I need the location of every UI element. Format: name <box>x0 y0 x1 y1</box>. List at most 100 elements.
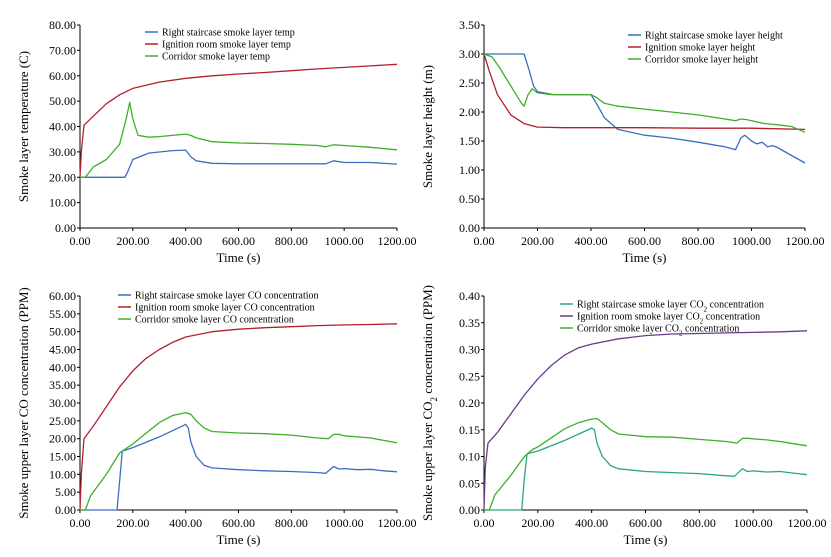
legend-label: Right staircase smoke layer CO2 concentr… <box>577 300 764 314</box>
legend: Right staircase smoke layer CO2 concentr… <box>560 300 764 338</box>
y-tick-label: 45.00 <box>49 343 76 357</box>
x-tick-label: 600.00 <box>628 234 661 248</box>
y-tick-label: 0.15 <box>459 423 480 437</box>
x-tick-label: 800.00 <box>683 516 716 530</box>
x-axis-title: Time (s) <box>623 250 667 265</box>
x-tick-label: 600.00 <box>222 234 255 248</box>
legend-label: Right staircase smoke layer height <box>645 31 783 42</box>
x-tick-label: 1200.00 <box>378 516 417 530</box>
y-tick-label: 1.00 <box>459 163 480 177</box>
legend: Right staircase smoke layer heightIgniti… <box>628 31 783 66</box>
x-tick-label: 200.00 <box>116 516 149 530</box>
chart-2: 0.00 0.50 1.00 1.50 2.00 2.50 3.00 3.50 0.00 200.… <box>420 18 825 265</box>
y-tick-label: 2.00 <box>459 105 480 119</box>
y-tick-label: 50.00 <box>49 94 76 108</box>
y-tick-label: 35.00 <box>49 378 76 392</box>
x-tick-label: 800.00 <box>275 234 308 248</box>
y-axis-title: Smoke upper layer CO concentration (PPM) <box>16 287 31 518</box>
chart-3: 0.00 5.00 10.00 15.00 20.00 25.00 30.00 35.00 40… <box>16 287 417 547</box>
legend-label: Right staircase smoke layer CO concentra… <box>135 291 319 302</box>
legend-label: Ignition room smoke layer temp <box>162 40 291 51</box>
x-tick-label: 600.00 <box>629 516 662 530</box>
x-tick-label: 200.00 <box>521 234 554 248</box>
y-tick-label: 20.00 <box>49 170 76 184</box>
legend-label: Ignition smoke layer height <box>645 43 755 54</box>
x-axis-title: Time (s) <box>217 250 261 265</box>
y-tick-label: 2.50 <box>459 76 480 90</box>
legend-label: Corridor smoke layer height <box>645 55 758 66</box>
x-tick-label: 0.00 <box>474 234 495 248</box>
x-tick-label: 400.00 <box>575 234 608 248</box>
legend-label: Corridor smoke layer CO concentration <box>135 315 294 326</box>
series-line-1 <box>484 53 806 164</box>
series-line-2 <box>79 63 398 178</box>
series-line-1 <box>80 149 398 178</box>
y-tick-label: 40.00 <box>49 360 76 374</box>
x-tick-label: 1000.00 <box>325 516 364 530</box>
x-tick-label: 1200.00 <box>788 516 827 530</box>
y-axis-title: Smoke layer height (m) <box>420 65 435 188</box>
legend-label: Right staircase smoke layer temp <box>162 28 295 39</box>
series-line-3 <box>80 101 398 178</box>
x-tick-label: 1200.00 <box>378 234 417 248</box>
legend-label: Corridor smoke layer temp <box>162 52 270 63</box>
y-tick-label: 3.50 <box>459 18 480 32</box>
y-tick-label: 0.00 <box>55 503 76 517</box>
x-tick-label: 1000.00 <box>734 516 773 530</box>
y-tick-label: 55.00 <box>49 307 76 321</box>
x-tick-label: 400.00 <box>575 516 608 530</box>
y-tick-label: 60.00 <box>49 69 76 83</box>
x-tick-label: 800.00 <box>275 516 308 530</box>
y-tick-label: 50.00 <box>49 325 76 339</box>
y-tick-label: 0.25 <box>459 369 480 383</box>
legend: Right staircase smoke layer tempIgnition… <box>145 28 295 63</box>
y-tick-label: 0.10 <box>459 450 480 464</box>
chart-1: 0.00 10.00 20.00 30.00 40.00 50.00 60.00 70.00 8… <box>16 18 417 265</box>
legend: Right staircase smoke layer CO concentra… <box>118 291 319 326</box>
x-tick-label: 1200.00 <box>786 234 825 248</box>
y-tick-label: 30.00 <box>49 396 76 410</box>
y-tick-label: 0.00 <box>459 503 480 517</box>
y-tick-label: 40.00 <box>49 120 76 134</box>
x-tick-label: 1000.00 <box>325 234 364 248</box>
y-tick-label: 0.40 <box>459 289 480 303</box>
y-tick-label: 0.50 <box>459 192 480 206</box>
x-axis-title: Time (s) <box>624 532 668 547</box>
y-tick-label: 15.00 <box>49 450 76 464</box>
x-tick-label: 0.00 <box>70 516 91 530</box>
y-tick-label: 70.00 <box>49 43 76 57</box>
series-line-3 <box>484 417 808 511</box>
x-tick-label: 1000.00 <box>732 234 771 248</box>
y-tick-label: 5.00 <box>55 485 76 499</box>
chart-4: 0.00 0.05 0.10 0.15 0.20 0.25 0.30 0.35 0.40 0.00… <box>420 285 827 547</box>
x-tick-label: 200.00 <box>521 516 554 530</box>
x-tick-label: 600.00 <box>222 516 255 530</box>
y-tick-label: 30.00 <box>49 145 76 159</box>
y-tick-label: 0.35 <box>459 316 480 330</box>
x-tick-label: 400.00 <box>169 516 202 530</box>
series-line-1 <box>80 423 398 511</box>
x-tick-label: 400.00 <box>169 234 202 248</box>
y-tick-label: 20.00 <box>49 432 76 446</box>
y-tick-label: 60.00 <box>49 289 76 303</box>
x-tick-label: 0.00 <box>70 234 91 248</box>
series-line-3 <box>483 53 806 133</box>
y-tick-label: 80.00 <box>49 18 76 32</box>
y-tick-label: 0.00 <box>55 221 76 235</box>
legend-label: Ignition room smoke layer CO concentrati… <box>135 303 315 314</box>
y-tick-label: 10.00 <box>49 196 76 210</box>
y-tick-label: 0.00 <box>459 221 480 235</box>
x-tick-label: 0.00 <box>474 516 495 530</box>
x-axis-title: Time (s) <box>217 532 261 547</box>
series-line-2 <box>483 330 808 511</box>
legend-label: Corridor smoke layer CO2 concentration <box>577 324 739 338</box>
y-tick-label: 3.00 <box>459 47 480 61</box>
series-line-3 <box>80 411 398 511</box>
y-tick-label: 1.50 <box>459 134 480 148</box>
y-axis-title: Smoke upper layer CO2 concentration (PPM… <box>420 285 439 521</box>
y-tick-label: 0.05 <box>459 476 480 490</box>
y-tick-label: 0.30 <box>459 343 480 357</box>
x-tick-label: 800.00 <box>682 234 715 248</box>
y-tick-label: 0.20 <box>459 396 480 410</box>
